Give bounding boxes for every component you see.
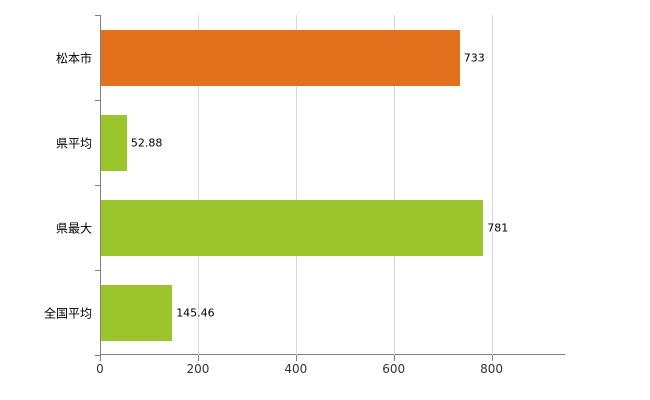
x-tick-400 [295,355,297,361]
x-tick-label-800: 800 [480,362,504,376]
x-tick-800 [491,355,493,361]
x-tick-600 [393,355,395,361]
bar-row-2: 781 [100,185,565,270]
bar-value-label-2: 781 [487,221,509,234]
bar-row-3: 145.46 [100,270,565,355]
category-label-1: 県平均 [55,136,92,150]
gridline-x-600 [393,15,395,355]
bar-0 [101,29,460,86]
x-tick-label-200: 200 [186,362,210,376]
y-axis-line [100,15,101,355]
category-label-3: 全国平均 [43,306,92,320]
x-tick-0 [100,355,101,361]
y-tick-0 [95,15,100,16]
bar-value-label-3: 145.46 [176,306,215,319]
y-tick-1 [95,100,100,101]
bar-value-label-1: 52.88 [130,136,163,149]
bar-2 [101,199,484,256]
bar-row-1: 52.88 [100,100,565,185]
x-tick-label-0: 0 [96,362,104,376]
bar-1 [101,114,127,171]
y-tick-4 [95,355,100,356]
y-tick-3 [95,270,100,271]
gridline-x-800 [491,15,493,355]
category-label-2: 県最大 [55,221,92,235]
bar-3 [101,284,173,341]
gridline-x-400 [295,15,297,355]
category-label-0: 松本市 [55,51,92,65]
x-tick-label-600: 600 [382,362,406,376]
gridline-x-200 [197,15,199,355]
y-tick-2 [95,185,100,186]
bar-row-0: 733 [100,15,565,100]
bar-value-label-0: 733 [463,51,485,64]
x-tick-label-400: 400 [284,362,308,376]
x-axis-line [100,354,565,355]
plot-area: 733 52.88 781 145.46 [95,15,565,361]
x-tick-200 [197,355,199,361]
